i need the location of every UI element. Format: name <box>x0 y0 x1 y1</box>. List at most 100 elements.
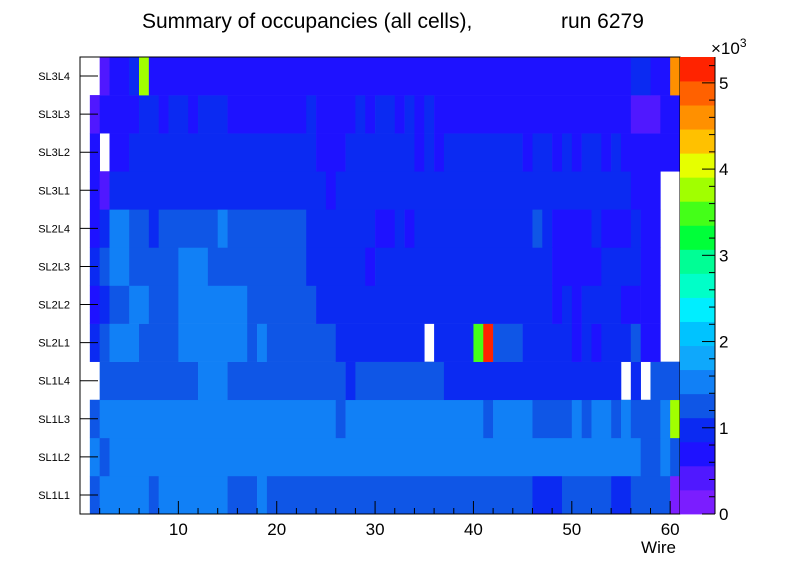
heatmap-cell <box>178 285 248 324</box>
heatmap-cell <box>266 323 337 362</box>
y-tick-label: SL1L4 <box>38 376 70 388</box>
color-scale-swatch <box>680 489 715 515</box>
heatmap-cell <box>414 95 425 134</box>
heatmap-cell <box>552 133 563 172</box>
heatmap-cell <box>99 399 337 439</box>
heatmap-cell <box>129 133 317 172</box>
heatmap-cell <box>581 133 602 172</box>
x-axis-title: Wire <box>641 538 676 557</box>
heatmap-cell <box>650 361 681 401</box>
heatmap-cell <box>335 323 425 362</box>
color-scale-swatch <box>680 321 715 347</box>
color-scale-tick-label: 2 <box>719 333 728 352</box>
heatmap-cell <box>660 399 671 439</box>
heatmap-cell <box>424 133 435 172</box>
heatmap-cell <box>630 323 641 362</box>
heatmap-cell <box>630 209 641 248</box>
color-scale-multiplier: ×103 <box>711 36 747 58</box>
y-axis: SL1L1 SL1L2 SL1L3 SL1L4 SL2L1 SL2L2 SL2L3 SL2L4… <box>38 71 98 502</box>
heatmap-cell <box>158 95 169 134</box>
heatmap-cell <box>306 95 317 134</box>
heatmap-cell <box>247 323 258 362</box>
heatmap-cell <box>227 95 307 134</box>
heatmap-cell <box>591 209 602 248</box>
heatmap-cell <box>148 285 179 324</box>
heatmap-cell <box>670 57 681 96</box>
heatmap-cell <box>630 95 661 134</box>
y-tick-label: SL3L2 <box>38 147 70 159</box>
heatmap-cell <box>571 399 582 439</box>
y-tick-label: SL1L3 <box>38 414 70 426</box>
color-scale-swatch <box>680 129 715 154</box>
heatmap-cell <box>640 285 661 324</box>
heatmap-cell <box>620 285 641 324</box>
heatmap-cell <box>139 323 179 362</box>
heatmap-cell <box>414 133 425 172</box>
heatmap-cell <box>316 95 356 134</box>
heatmap-cell <box>424 95 435 134</box>
heatmap-cell <box>532 133 553 172</box>
y-tick-label: SL3L3 <box>38 109 70 121</box>
color-scale-tick-label: 4 <box>719 160 728 179</box>
heatmap-cell <box>670 475 681 515</box>
color-scale-swatch <box>680 465 715 491</box>
heatmap-cell <box>493 399 533 439</box>
heatmap-cell <box>109 437 641 477</box>
color-scale-swatch <box>680 417 715 443</box>
heatmap-cell <box>227 475 258 515</box>
heatmap-cell <box>552 285 563 324</box>
heatmap-cell <box>542 209 553 248</box>
heatmap-cell <box>611 133 622 172</box>
heatmap-cell <box>581 323 592 362</box>
heatmap-cell <box>611 399 622 439</box>
heatmap-cell <box>335 171 632 210</box>
heatmap-cell <box>591 399 612 439</box>
heatmap-cell <box>571 133 582 172</box>
color-scale-tick-label: 3 <box>719 246 728 265</box>
color-scale-tick-label: 1 <box>719 419 728 438</box>
heatmap-cell <box>443 361 622 401</box>
heatmap-cell <box>571 323 582 362</box>
color-scale-swatch <box>680 153 715 178</box>
heatmap-cell <box>129 209 150 248</box>
heatmap-cell <box>601 323 632 362</box>
heatmap-cell <box>640 209 661 248</box>
heatmap-cell <box>660 95 681 134</box>
heatmap-cell <box>99 247 110 286</box>
heatmap-cell <box>148 475 159 515</box>
heatmap-cell <box>306 247 366 286</box>
heatmap-cell <box>434 133 445 172</box>
heatmap-cell <box>139 57 150 96</box>
heatmap-cell <box>414 209 533 248</box>
heatmap-cell <box>99 95 140 134</box>
heatmap-cell <box>443 133 523 172</box>
heatmap-cell <box>483 399 494 439</box>
heatmap-cell <box>345 399 484 439</box>
color-scale-swatch <box>680 201 715 226</box>
heatmap-cell <box>375 95 396 134</box>
heatmap-cell <box>581 399 592 439</box>
color-scale-tick-label: 0 <box>719 505 728 524</box>
heatmap-cell <box>198 95 228 134</box>
heatmap-cell <box>345 361 356 401</box>
x-tick-label: 40 <box>464 520 483 539</box>
heatmap-cell <box>129 285 150 324</box>
heatmap-cell <box>227 361 346 401</box>
heatmap-cell <box>99 285 110 324</box>
y-tick-label: SL1L2 <box>38 452 70 464</box>
heatmap-cell <box>99 171 110 210</box>
heatmap-cell <box>532 475 563 515</box>
y-tick-label: SL3L1 <box>38 185 70 197</box>
heatmap-cell <box>532 399 573 439</box>
heatmap-cell <box>217 209 228 248</box>
heatmap-cell <box>404 95 415 134</box>
heatmap-cell <box>158 209 219 248</box>
heatmap-cell <box>640 323 661 362</box>
heatmap-cell <box>650 57 671 96</box>
color-scale-swatch <box>680 57 715 82</box>
heatmap-cell <box>601 247 641 286</box>
heatmap-cell <box>129 57 140 96</box>
heatmap-cell <box>109 133 130 172</box>
color-scale-swatch <box>680 273 715 298</box>
